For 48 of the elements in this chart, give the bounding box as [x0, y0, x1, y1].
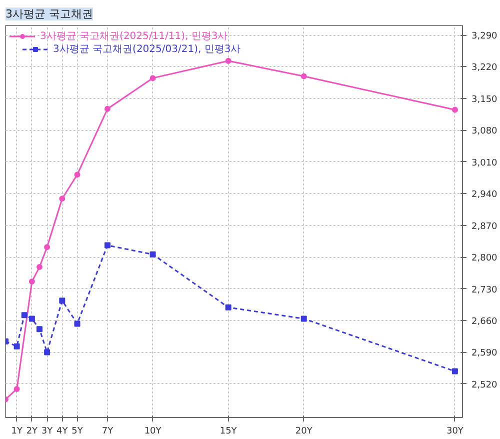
- point: [225, 304, 232, 310]
- x-tick-label: 4Y: [56, 426, 68, 436]
- point: [74, 320, 80, 327]
- point: [14, 343, 20, 350]
- point: [452, 106, 458, 113]
- point: [59, 196, 66, 202]
- x-tick-label: 30Y: [446, 426, 464, 436]
- point: [44, 349, 50, 356]
- y-tick-label: 3,220: [472, 63, 498, 74]
- y-tick-label: 3,290: [472, 32, 498, 42]
- x-tick-label: 3Y: [41, 426, 54, 436]
- point: [21, 312, 28, 318]
- y-tick-label: 2,870: [472, 222, 498, 232]
- x-tick-label: 20Y: [295, 426, 313, 436]
- point: [74, 172, 80, 178]
- point: [300, 316, 307, 322]
- point: [36, 326, 42, 332]
- point: [150, 251, 156, 258]
- legend-label: 3사평균 국고채권(2025/03/21), 민평3사: [53, 43, 241, 56]
- x-tick-label: 5Y: [72, 426, 84, 436]
- y-tick-label: 3,080: [472, 126, 498, 137]
- legend-label: 3사평균 국고채권(2025/11/11), 민평3사: [40, 30, 228, 43]
- point: [59, 298, 66, 304]
- x-tick-label: 15Y: [220, 426, 238, 436]
- point: [14, 386, 20, 392]
- point: [36, 264, 42, 270]
- point: [104, 242, 110, 248]
- y-tick-label: 2,590: [472, 348, 498, 359]
- x-tick-label: 10Y: [144, 426, 162, 436]
- y-tick-label: 3,010: [472, 158, 498, 168]
- point: [28, 316, 35, 322]
- x-tick-label: 7Y: [102, 426, 114, 436]
- x-tick-label: 1Y: [11, 426, 23, 436]
- point: [104, 106, 110, 112]
- y-tick-label: 2,800: [472, 254, 498, 264]
- point: [150, 75, 156, 82]
- y-tick-label: 2,730: [472, 285, 498, 296]
- point: [225, 58, 232, 64]
- y-tick-label: 3,150: [472, 94, 498, 105]
- chart-title: 3사평균 국고채권: [6, 8, 93, 20]
- y-tick-label: 2,520: [472, 380, 498, 390]
- x-tick-label: 2Y: [26, 426, 38, 436]
- point: [44, 244, 50, 250]
- y-tick-label: 2,660: [472, 317, 498, 328]
- point: [300, 73, 307, 80]
- point: [28, 278, 35, 285]
- y-tick-label: 2,940: [472, 190, 498, 200]
- point: [452, 368, 458, 374]
